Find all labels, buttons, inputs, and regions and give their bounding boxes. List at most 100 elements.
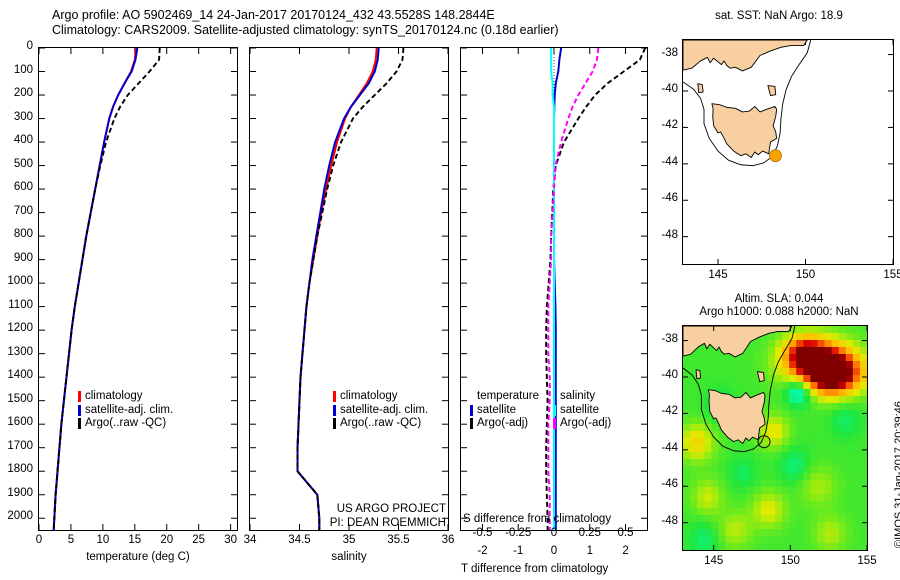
tick-label: 34 [243,534,257,546]
tick-label: -46 [661,192,678,205]
legend-label: climatology [85,390,143,402]
tick-label: 1300 [7,345,33,358]
difference-legend-salinity: salinity satellite Argo(-adj) [553,390,611,431]
legend-label: Argo(..raw -QC) [340,417,422,429]
tick-label: 5 [67,534,75,546]
project-pi: PI: DEAN ROEMMICH [329,516,446,529]
tick-label: 1600 [7,416,33,429]
tick-label: 150 [780,555,800,567]
tick-label: 145 [708,269,728,281]
temperature-profile-curves [39,48,237,530]
tick-label: 100 [13,63,33,76]
s-difference-axis-label: S difference from climatology [463,513,612,525]
tick-label: 0 [35,534,43,546]
tick-label: -46 [661,478,678,491]
tick-label: 0.5 [617,527,634,539]
tick-label: 900 [13,251,33,264]
tick-label: 34.5 [288,534,311,546]
difference-legend: temperature satellite Argo(-adj) salinity sa… [470,390,650,431]
tick-label: -2 [477,545,488,557]
tick-label: 0 [550,527,558,539]
tick-label: 155 [883,269,900,281]
tick-label: 300 [13,110,33,123]
tick-label: 0.25 [578,527,601,539]
legend-color-swatch [78,404,81,416]
legend-item: satellite-adj. clim. [78,404,173,418]
legend-item: climatology [78,390,173,404]
project-name: US ARGO PROJECT [336,503,446,515]
legend-color-swatch [78,391,81,403]
tick-label: 600 [13,181,33,194]
legend-label: satellite [560,403,600,416]
legend-color-swatch [78,418,81,430]
tick-label: 145 [704,555,724,567]
legend-label: Argo(-adj) [560,417,612,429]
tick-label: 1900 [7,486,33,499]
tick-label: -0.5 [472,527,493,539]
legend-item: climatology [333,390,428,404]
difference-profile-plot [460,47,648,531]
tick-label: -42 [661,405,678,418]
legend-color-swatch [333,391,336,403]
tick-label: 35.5 [387,534,410,546]
tick-label: 30 [224,534,237,546]
tick-label: -48 [661,514,678,527]
tick-label: -40 [661,368,678,381]
tick-label: -42 [661,119,678,132]
legend-color-swatch [333,404,336,416]
tick-label: 400 [13,134,33,147]
t-difference-axis-label: T difference from climatology [461,563,609,575]
legend-header: salinity [560,390,596,402]
tick-label: -0.25 [505,527,532,539]
legend-header: temperature [477,390,540,402]
legend-item: Argo(..raw -QC) [78,417,173,431]
difference-profile-curves [461,48,647,530]
tick-label: 150 [795,269,816,281]
legend-item: satellite [470,404,539,418]
legend-label: satellite-adj. clim. [340,403,429,416]
tick-label: 35 [342,534,356,546]
tick-label: 1100 [8,298,33,311]
tick-label: 700 [13,204,33,217]
legend-item: satellite [553,404,611,418]
legend-item: Argo(..raw -QC) [333,417,428,431]
tick-label: 1000 [7,275,33,288]
tick-label: 1400 [7,369,33,382]
tick-label: -44 [661,155,678,168]
tick-label: -38 [661,332,678,345]
temperature-profile-plot [38,47,238,531]
tick-label: 1200 [7,322,33,335]
legend-label: climatology [340,390,398,402]
legend-color-swatch [470,418,473,430]
salinity-axis-label: salinity [331,551,367,563]
legend-label: Argo(-adj) [477,417,529,429]
tick-label: 0 [26,40,33,52]
sst-map-title: sat. SST: NaN Argo: 18.9 [715,10,843,22]
legend-color-swatch [553,418,557,430]
tick-label: 20 [160,534,174,546]
salinity-legend: climatology satellite-adj. clim. Argo(..ra… [333,390,428,431]
tick-label: -1 [513,545,524,557]
temperature-axis-label: temperature (deg C) [86,551,190,563]
sla-map-title-line-2: Argo h1000: 0.088 h2000: NaN [699,306,859,318]
tick-label: 15 [128,534,142,546]
tick-label: 0 [550,545,558,557]
tick-label: 36 [441,534,455,546]
salinity-profile-plot [249,47,449,531]
tick-label: -40 [661,82,678,95]
tick-label: 25 [192,534,206,546]
tick-label: 800 [13,228,33,241]
legend-label: satellite-adj. clim. [85,403,174,416]
tick-label: 2 [622,545,629,557]
legend-item: satellite-adj. clim. [333,404,428,418]
tick-label: 10 [96,534,110,546]
legend-color-swatch [470,404,473,416]
tick-label: 2000 [7,510,33,523]
legend-color-swatch [553,404,557,416]
legend-label: satellite [477,403,516,416]
tick-label: 1 [586,545,593,557]
tick-label: 155 [857,555,877,567]
temperature-legend: climatology satellite-adj. clim. Argo(..ra… [78,390,173,431]
tick-label: 1500 [7,392,33,405]
temperature-y-tick-labels: 0 100 200 300 400 500 600 700 800 900 1000 1100 1200… [0,0,38,580]
